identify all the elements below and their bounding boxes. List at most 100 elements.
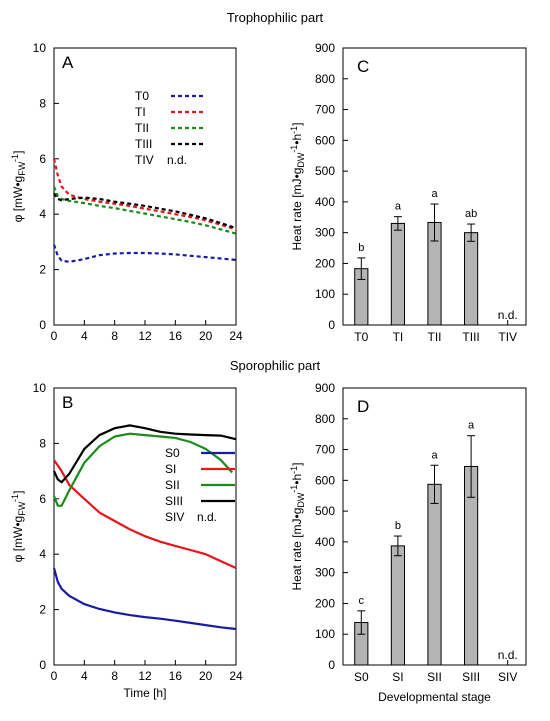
x-tick-label: TIII	[462, 330, 479, 344]
y-tick-label: 400	[315, 195, 335, 209]
x-axis-label: Developmental stage	[378, 690, 491, 704]
y-tick-label: 800	[315, 412, 335, 426]
series-line-tiii	[53, 192, 237, 230]
series-line-s0	[52, 567, 237, 631]
panel-c-bar-chart: 0 100 200 300 400 500 600 700 800 900 T0 b TI a TII a TI…	[289, 41, 527, 344]
series-line-tii	[52, 186, 237, 235]
legend-label-si: SI	[165, 462, 176, 476]
significance-letter: a	[468, 420, 475, 432]
x-tick-label: T0	[354, 330, 368, 344]
x-tick-label: SI	[392, 670, 403, 684]
not-determined-label: n.d.	[498, 648, 518, 662]
x-tick-label: 24	[229, 669, 243, 683]
y-tick-label: 2	[39, 263, 46, 277]
y-tick-label: 600	[315, 473, 335, 487]
y-tick-label: 800	[315, 72, 335, 86]
legend-label-tii: TII	[135, 121, 149, 135]
y-tick-label: 700	[315, 103, 335, 117]
series-line-siii	[52, 424, 237, 484]
legend-label-t0: T0	[135, 89, 149, 103]
y-tick-label: 8	[39, 436, 46, 450]
x-tick-label: 8	[111, 329, 118, 343]
section-title-trophophilic: Trophophilic part	[227, 10, 324, 25]
panel-label: C	[357, 57, 369, 76]
significance-letter: c	[359, 595, 365, 607]
series-line-ti	[52, 158, 237, 231]
bar-sii	[427, 483, 442, 666]
y-tick-label: 0	[39, 658, 46, 672]
y-tick-label: 400	[315, 535, 335, 549]
y-tick-label: 8	[39, 96, 46, 110]
y-axis-label: φ [mW•gFW-1]	[10, 151, 27, 223]
y-axis-label: Heat rate [mJ•gDW-1•h-1]	[289, 463, 306, 591]
y-axis-label: Heat rate [mJ•gDW-1•h-1]	[289, 123, 306, 251]
x-axis-label: Time [h]	[124, 686, 167, 700]
y-tick-label: 0	[328, 318, 335, 332]
y-tick-label: 200	[315, 596, 335, 610]
bar-ti	[390, 222, 405, 326]
legend-label-tiv: TIV	[135, 153, 154, 167]
significance-letter: b	[358, 242, 364, 254]
y-tick-label: 200	[315, 256, 335, 270]
y-tick-label: 700	[315, 443, 335, 457]
y-tick-label: 500	[315, 504, 335, 518]
y-tick-label: 300	[315, 566, 335, 580]
x-tick-label: 16	[169, 329, 183, 343]
legend-label-s0: S0	[165, 446, 180, 460]
legend-label-sii: SII	[165, 478, 180, 492]
y-tick-label: 2	[39, 603, 46, 617]
series-line-t0	[52, 244, 237, 263]
series-line-sii	[52, 432, 234, 507]
x-tick-label: 20	[199, 669, 213, 683]
x-tick-label: SIV	[498, 670, 517, 684]
y-tick-label: 6	[39, 152, 46, 166]
x-tick-label: 4	[81, 329, 88, 343]
y-tick-label: 100	[315, 287, 335, 301]
x-tick-label: 4	[81, 669, 88, 683]
y-tick-label: 0	[39, 318, 46, 332]
x-tick-label: TIV	[498, 330, 517, 344]
x-tick-label: 12	[138, 669, 152, 683]
x-tick-label: S0	[354, 670, 369, 684]
significance-letter: ab	[465, 208, 477, 220]
significance-letter: a	[395, 201, 402, 213]
y-tick-label: 900	[315, 41, 335, 55]
significance-letter: a	[431, 188, 438, 200]
plot-frame	[53, 387, 237, 666]
x-tick-label: 24	[229, 329, 243, 343]
y-tick-label: 300	[315, 226, 335, 240]
legend-label-tiii: TIII	[135, 137, 152, 151]
section-title-sporophilic: Sporophilic part	[230, 358, 321, 373]
panel-label: D	[357, 397, 369, 416]
y-tick-label: 10	[33, 381, 47, 395]
bar-si	[390, 545, 405, 666]
x-tick-label: TI	[393, 330, 404, 344]
y-tick-label: 4	[39, 547, 46, 561]
x-tick-label: TII	[428, 330, 442, 344]
legend-nd-note: n.d.	[167, 153, 187, 167]
panel-label: A	[62, 53, 74, 72]
legend-label-siii: SIII	[165, 494, 183, 508]
y-tick-label: 500	[315, 164, 335, 178]
y-tick-label: 900	[315, 381, 335, 395]
x-tick-label: SIII	[462, 670, 480, 684]
significance-letter: b	[395, 520, 401, 532]
x-tick-label: 12	[138, 329, 152, 343]
legend-label-siv: SIV	[165, 510, 184, 524]
bar-tiii	[464, 232, 479, 326]
panel-d-bar-chart: 0 100 200 300 400 500 600 700 800 900 S0 c SI b SII a SI…	[289, 381, 527, 704]
panel-label: B	[62, 393, 73, 412]
legend-label-ti: TI	[135, 105, 146, 119]
y-axis-label: φ [mW•gFW-1]	[10, 491, 27, 563]
y-tick-label: 100	[315, 627, 335, 641]
not-determined-label: n.d.	[498, 308, 518, 322]
x-tick-label: 20	[199, 329, 213, 343]
x-tick-label: 0	[51, 329, 58, 343]
legend-nd-note: n.d.	[197, 510, 217, 524]
y-tick-label: 6	[39, 492, 46, 506]
significance-letter: a	[431, 449, 438, 461]
y-tick-label: 0	[328, 658, 335, 672]
